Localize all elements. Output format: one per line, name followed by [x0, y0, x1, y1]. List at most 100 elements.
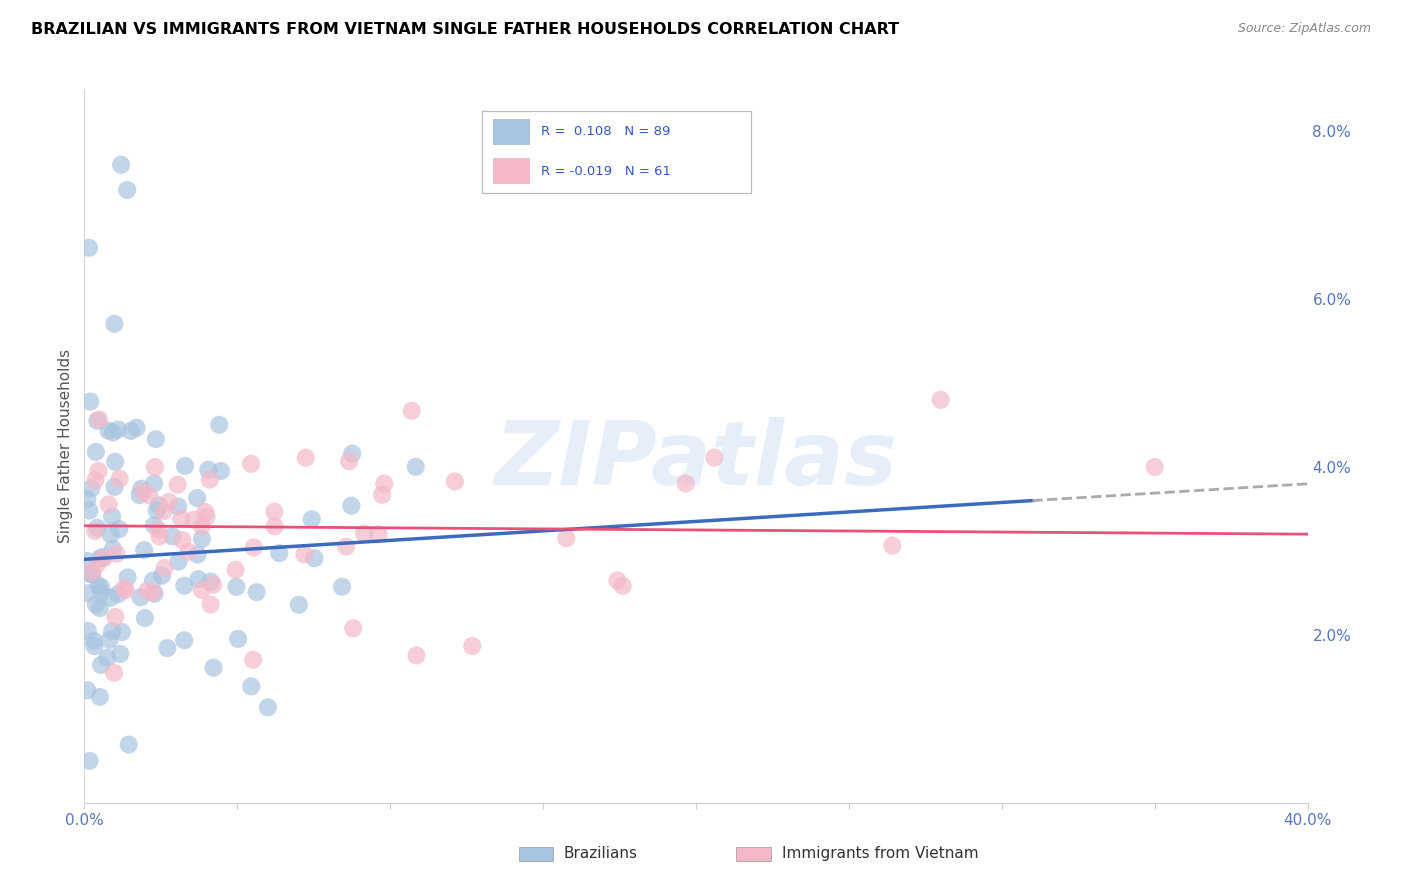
Point: [77, 241, 100, 255]
Point: [240, 457, 263, 471]
Point: [612, 579, 634, 593]
Point: [112, 582, 135, 596]
Point: [111, 625, 134, 640]
Point: [79, 754, 101, 768]
Point: [269, 546, 291, 560]
Text: Immigrants from Vietnam: Immigrants from Vietnam: [782, 846, 979, 861]
Text: Brazilians: Brazilians: [564, 846, 638, 861]
Point: [340, 499, 363, 513]
Point: [173, 579, 195, 593]
Point: [128, 488, 150, 502]
Point: [301, 512, 323, 526]
Point: [132, 484, 155, 499]
Point: [129, 591, 152, 605]
Point: [105, 547, 128, 561]
Point: [292, 547, 315, 561]
Point: [170, 512, 193, 526]
Point: [405, 459, 427, 474]
Point: [142, 574, 165, 588]
Point: [166, 477, 188, 491]
Point: [90, 585, 112, 599]
Point: [173, 633, 195, 648]
Point: [118, 738, 141, 752]
Point: [197, 463, 219, 477]
Point: [208, 417, 231, 432]
Point: [77, 624, 100, 638]
Point: [114, 583, 136, 598]
Bar: [519, 847, 553, 862]
Point: [304, 551, 326, 566]
Point: [76, 492, 98, 507]
Point: [143, 518, 166, 533]
Point: [186, 548, 208, 562]
Point: [195, 510, 218, 524]
Point: [153, 561, 176, 575]
Point: [150, 568, 173, 582]
Point: [87, 464, 110, 478]
Point: [120, 424, 142, 438]
Point: [882, 539, 904, 553]
Point: [86, 521, 108, 535]
Point: [288, 598, 311, 612]
Point: [96, 650, 118, 665]
Point: [101, 509, 124, 524]
Point: [371, 488, 394, 502]
Point: [157, 495, 180, 509]
Point: [186, 491, 208, 505]
Point: [87, 579, 110, 593]
Point: [91, 549, 114, 564]
Point: [145, 503, 167, 517]
Point: [191, 532, 214, 546]
Point: [172, 533, 194, 547]
Point: [125, 421, 148, 435]
Point: [245, 585, 267, 599]
Point: [242, 653, 264, 667]
Point: [200, 598, 222, 612]
Point: [107, 423, 129, 437]
Point: [90, 657, 112, 672]
Point: [167, 555, 190, 569]
Point: [353, 526, 375, 541]
Point: [84, 524, 107, 538]
Point: [86, 558, 108, 572]
Point: [104, 455, 127, 469]
Point: [89, 412, 111, 426]
Point: [703, 450, 725, 465]
Point: [79, 394, 101, 409]
Point: [76, 683, 98, 698]
Point: [90, 580, 112, 594]
Point: [1143, 460, 1166, 475]
Point: [202, 578, 225, 592]
Point: [198, 473, 221, 487]
Point: [98, 632, 121, 647]
Point: [83, 633, 105, 648]
Point: [103, 665, 125, 680]
Point: [108, 472, 131, 486]
Point: [84, 598, 107, 612]
Point: [401, 404, 423, 418]
Point: [104, 610, 127, 624]
Point: [342, 446, 364, 460]
Text: Source: ZipAtlas.com: Source: ZipAtlas.com: [1237, 22, 1371, 36]
Point: [138, 488, 160, 502]
Point: [110, 158, 132, 172]
Point: [93, 551, 115, 566]
Point: [103, 480, 125, 494]
Point: [555, 531, 578, 545]
Point: [115, 183, 138, 197]
Point: [225, 580, 247, 594]
Point: [79, 503, 101, 517]
Point: [240, 679, 263, 693]
Point: [82, 567, 104, 582]
Point: [174, 458, 197, 473]
Point: [142, 586, 165, 600]
Point: [136, 583, 159, 598]
Text: ZIPatlas: ZIPatlas: [495, 417, 897, 504]
Point: [84, 473, 107, 487]
Point: [263, 519, 285, 533]
Point: [97, 497, 120, 511]
Point: [148, 529, 170, 543]
Point: [461, 639, 484, 653]
Point: [156, 641, 179, 656]
Point: [145, 432, 167, 446]
